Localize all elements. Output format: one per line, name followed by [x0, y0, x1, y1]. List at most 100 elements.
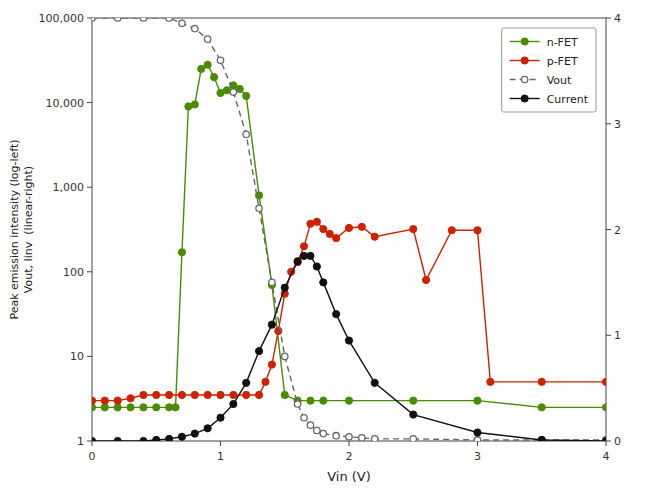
series-point [300, 243, 307, 250]
y-tick [87, 356, 92, 357]
series-point [140, 391, 147, 398]
legend-marker [521, 38, 528, 45]
y-tick [87, 271, 92, 272]
series-line [92, 65, 606, 408]
series-point [178, 249, 185, 256]
x-tick-label: 0 [89, 450, 96, 463]
legend-box [502, 28, 596, 112]
series-point [294, 401, 300, 407]
y-axis-label-line: Peak emission intensity (log-left) [8, 139, 21, 319]
series-point [320, 225, 327, 232]
series-point [217, 391, 224, 398]
y2-tick [606, 123, 611, 124]
series-point [166, 391, 173, 398]
series-point [371, 233, 378, 240]
series-point [255, 348, 262, 355]
y-axis-label: Peak emission intensity (log-left)Vout, … [8, 139, 35, 319]
y-tick [87, 441, 92, 442]
series-point [217, 57, 223, 63]
series-1 [92, 218, 606, 404]
series-point [294, 258, 301, 265]
x-tick [92, 441, 93, 446]
series-point [371, 379, 378, 386]
series-point [204, 61, 211, 68]
series-point [230, 391, 237, 398]
series-point [301, 415, 307, 421]
series-point [313, 218, 320, 225]
series-point [333, 311, 340, 318]
series-line [92, 18, 606, 440]
series-point [474, 429, 481, 436]
series-point [166, 435, 173, 441]
series-point [101, 404, 108, 411]
series-point [172, 404, 179, 411]
series-point [314, 427, 320, 433]
series-point [191, 101, 198, 108]
series-point [243, 379, 250, 386]
legend-marker [521, 95, 528, 102]
series-point [410, 436, 416, 441]
series-point [282, 353, 288, 359]
series-point [230, 400, 237, 407]
y2-tick-label: 3 [614, 118, 621, 131]
series-point [320, 397, 327, 404]
y2-tick-label: 4 [614, 12, 621, 25]
data-layer [92, 18, 606, 441]
y2-tick [606, 335, 611, 336]
series-point [179, 20, 185, 26]
x-tick-label: 3 [474, 450, 481, 463]
y-tick-label: 10 [70, 350, 84, 363]
series-point [538, 404, 545, 411]
y-axis-label-line: Vout, Iinv (linear-right) [22, 166, 35, 293]
series-point [538, 378, 545, 385]
x-tick [477, 441, 478, 446]
y2-tick-label: 1 [614, 329, 621, 342]
y2-tick [606, 229, 611, 230]
series-point [487, 378, 494, 385]
x-tick [606, 441, 607, 446]
series-point [474, 437, 480, 441]
legend: n-FET p-FET Vout Current [502, 28, 596, 112]
plot-background [92, 18, 606, 441]
series-point [217, 414, 224, 421]
series-point [92, 437, 96, 441]
legend-label: p-FET [547, 55, 578, 68]
series-point [345, 224, 352, 231]
series-point [127, 395, 134, 402]
legend-item: Vout [510, 74, 572, 87]
series-point [268, 321, 275, 328]
series-point [140, 404, 147, 411]
series-point [204, 36, 210, 42]
series-3 [92, 252, 606, 441]
x-axis-label: Vin (V) [327, 469, 371, 484]
series-point [192, 25, 198, 31]
series-point [307, 252, 314, 259]
legend-item: n-FET [510, 36, 578, 49]
series-point [320, 279, 327, 286]
y2-tick [606, 441, 611, 442]
series-point [92, 404, 96, 411]
series-point [178, 433, 185, 440]
series-point [178, 391, 185, 398]
series-point [230, 89, 236, 95]
y-tick [87, 187, 92, 188]
series-point [346, 434, 352, 440]
y2-tick [606, 18, 611, 19]
series-line [92, 222, 606, 401]
y2-tick-label: 0 [614, 435, 621, 448]
legend-label: Current [547, 93, 589, 106]
y-tick-label: 1 [77, 435, 84, 448]
series-point [281, 391, 288, 398]
legend-label: Vout [547, 74, 572, 87]
legend-marker [521, 76, 527, 82]
series-point [320, 430, 326, 436]
series-point [204, 391, 211, 398]
legend-item: Current [510, 93, 589, 106]
y-tick-label: 100,000 [39, 12, 85, 25]
y-tick-label: 1,000 [53, 181, 85, 194]
series-point [345, 397, 352, 404]
series-point [191, 430, 198, 437]
series-2 [92, 18, 606, 441]
series-point [153, 391, 160, 398]
legend-label: n-FET [547, 36, 578, 49]
